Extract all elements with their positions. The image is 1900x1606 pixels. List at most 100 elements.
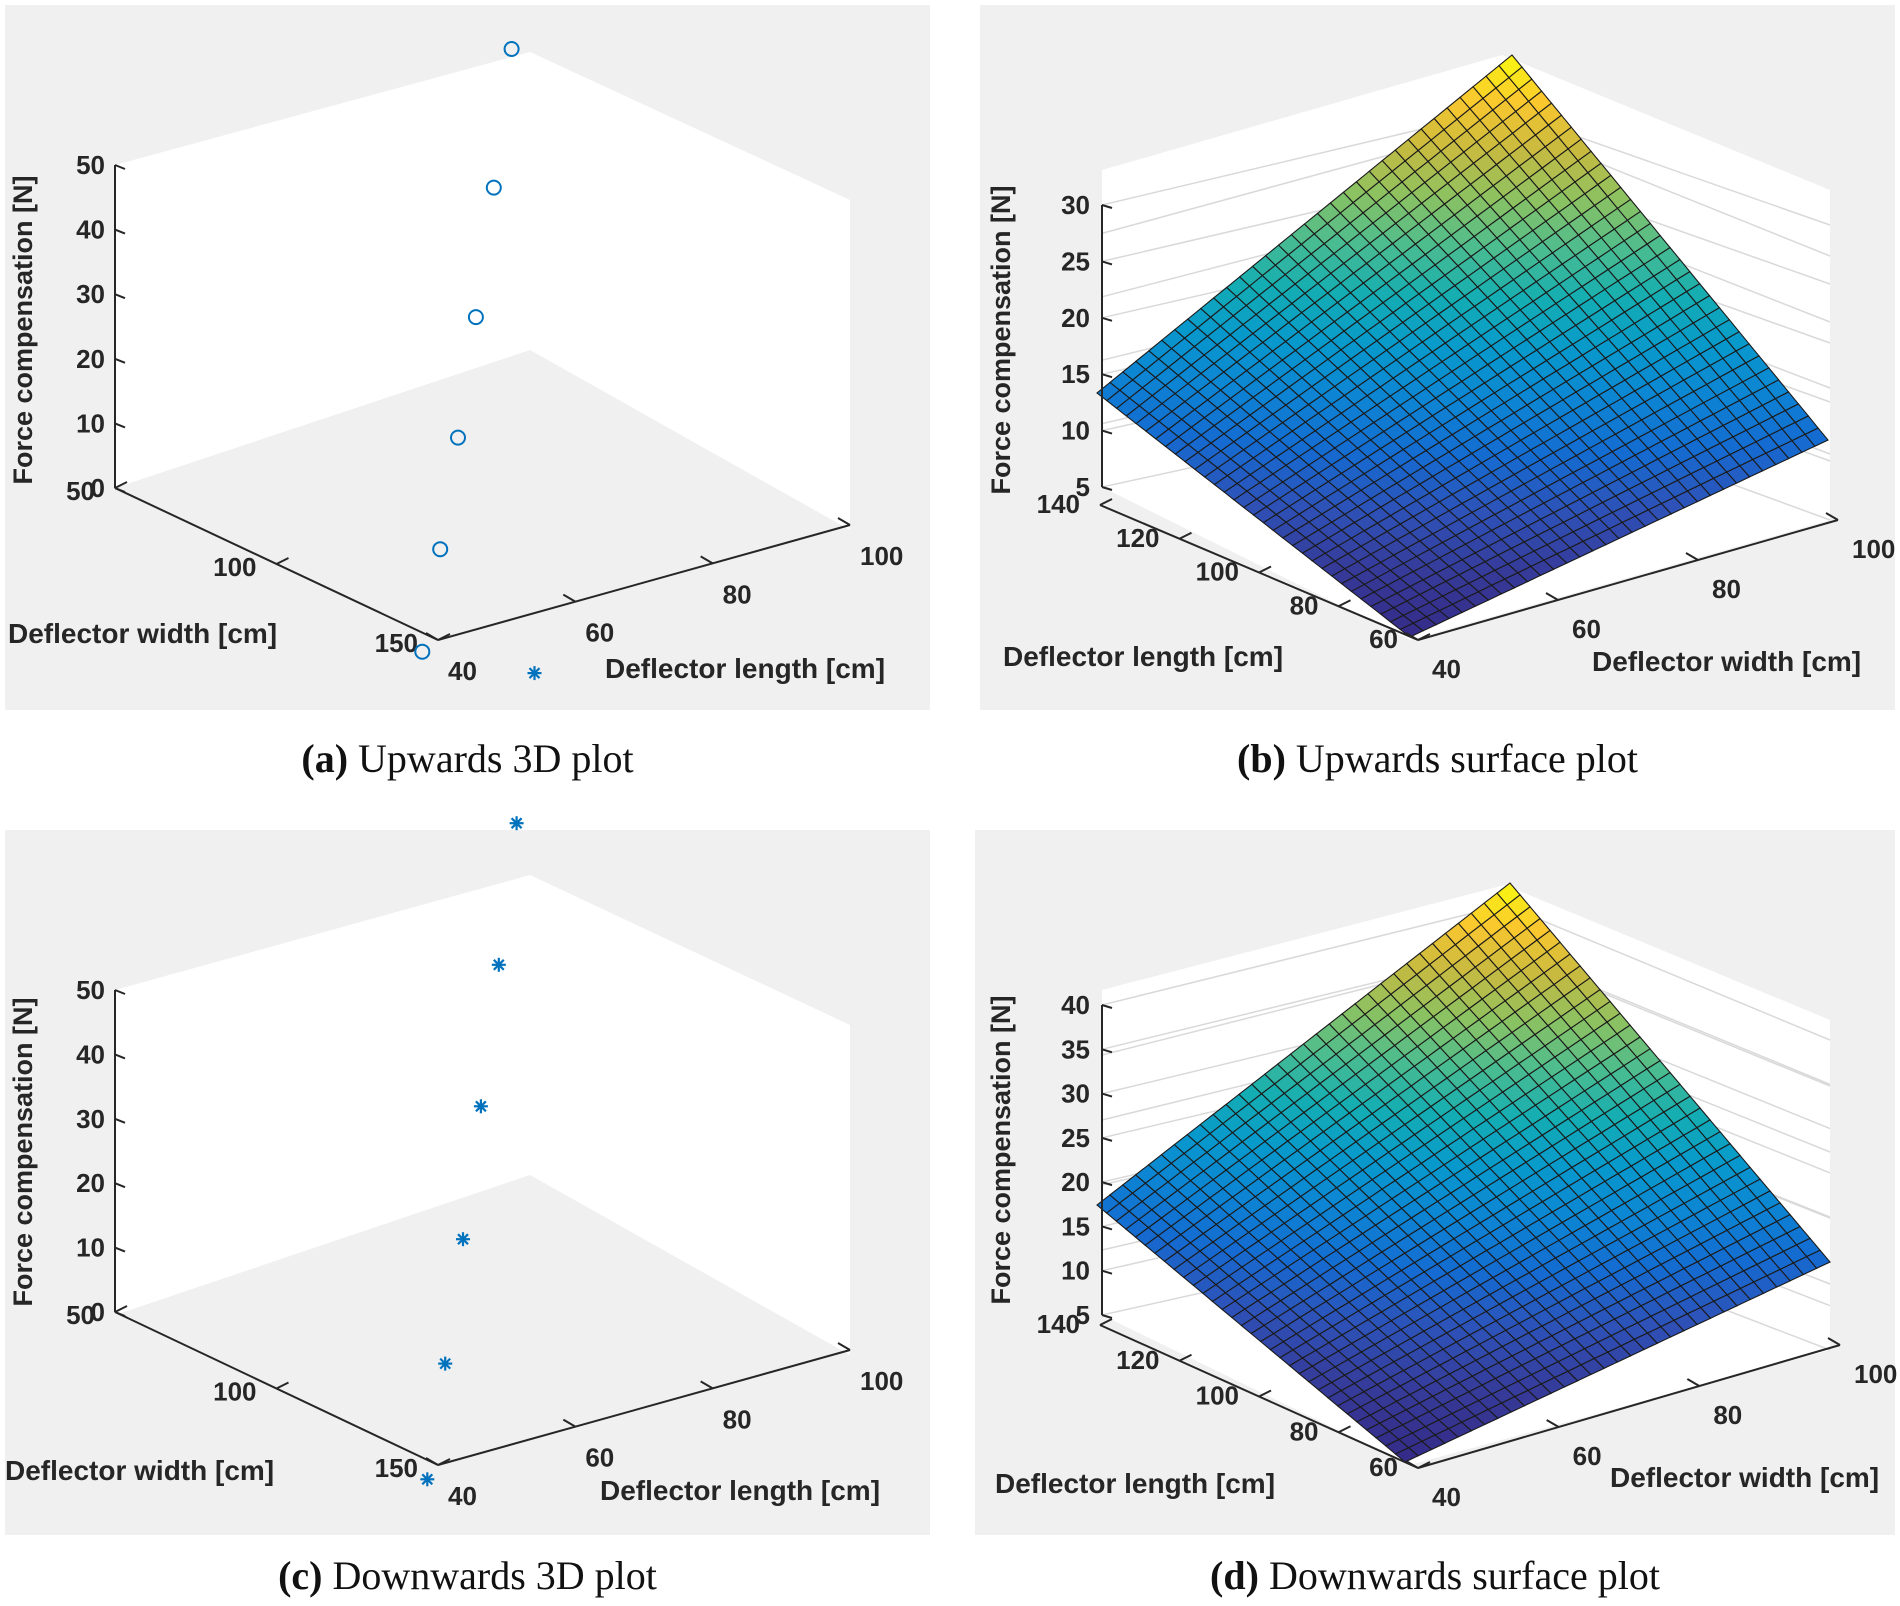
surface-cell: [1498, 54, 1523, 79]
z-tick-mark: [1101, 1225, 1113, 1231]
data-point-circle: [432, 541, 449, 558]
data-point-circle: [414, 643, 431, 660]
caption-c: (c) Downwards 3D plot: [5, 1552, 930, 1599]
width-axis-label: Deflector width [cm]: [8, 618, 277, 649]
width-tick-mark: [1827, 1337, 1841, 1346]
z-tick-label: 20: [1061, 1167, 1090, 1197]
z-tick-mark: [1101, 1004, 1113, 1009]
data-point-circle: [467, 309, 484, 326]
length-tick-label: 60: [585, 618, 614, 648]
width-tick-label: 100: [213, 1377, 256, 1407]
width-tick-label: 40: [1432, 1482, 1461, 1512]
length-tick-mark: [425, 1457, 439, 1466]
z-tick-label: 35: [1061, 1034, 1090, 1064]
width-tick-label: 80: [1712, 574, 1741, 604]
data-point-star: [527, 666, 542, 681]
surface-plot-b: 5 10 15 20 25 30 60 80 100 120 140 40 60 80 100 Force c…: [986, 54, 1895, 684]
width-tick-mark: [114, 481, 128, 489]
z-tick-label: 10: [76, 408, 105, 438]
caption-c-letter: (c): [278, 1553, 323, 1598]
width-tick-label: 50: [66, 476, 95, 506]
length-tick-mark: [700, 1380, 714, 1390]
data-point-circle: [485, 179, 502, 196]
length-tick-label: 120: [1116, 523, 1159, 553]
length-tick-label: 60: [1369, 1452, 1398, 1482]
z-tick-mark: [1101, 316, 1113, 322]
z-tick-mark: [114, 228, 126, 235]
length-tick-label: 100: [1196, 557, 1239, 587]
width-axis-label: Deflector width [cm]: [1592, 646, 1861, 677]
star-stroke: [493, 959, 505, 971]
caption-a: (a) Upwards 3D plot: [5, 735, 930, 782]
data-point-star: [509, 816, 524, 831]
z-tick-label: 5: [1076, 1300, 1090, 1330]
star-stroke: [528, 667, 541, 679]
z-tick-label: 40: [76, 215, 105, 245]
length-axis-label: Deflector length [cm]: [995, 1468, 1275, 1499]
z-tick-mark: [114, 1311, 126, 1317]
length-tick-mark: [1099, 498, 1113, 506]
width-tick-label: 80: [1713, 1400, 1742, 1430]
scatter-plot-c: 0 10 20 30 40 50 50 100 150 40 60 80 100 Force compen…: [5, 666, 903, 1511]
width-tick-label: 50: [66, 1300, 95, 1330]
length-tick-label: 80: [1290, 590, 1319, 620]
surface-mesh: [1096, 54, 1829, 638]
length-tick-mark: [1258, 565, 1272, 574]
z-tick-label: 20: [76, 344, 105, 374]
length-tick-label: 100: [860, 541, 903, 571]
length-tick-mark: [425, 632, 439, 641]
star-stroke: [510, 817, 523, 829]
width-tick-label: 100: [1852, 534, 1895, 564]
width-tick-mark: [276, 1381, 289, 1390]
caption-b: (b) Upwards surface plot: [980, 735, 1895, 782]
z-tick-mark: [114, 989, 126, 995]
width-tick-mark: [1405, 632, 1419, 641]
z-tick-mark: [114, 1182, 126, 1189]
width-tick-label: 60: [1572, 614, 1601, 644]
length-axis-label: Deflector length [cm]: [605, 653, 885, 684]
length-tick-label: 40: [448, 656, 477, 686]
length-axis-label: Deflector length [cm]: [1003, 641, 1283, 672]
z-tick-mark: [1101, 429, 1113, 435]
z-axis-label: Force compensation [N]: [986, 995, 1016, 1304]
length-tick-label: 60: [585, 1443, 614, 1473]
length-tick-label: 80: [1290, 1416, 1319, 1446]
z-tick-label: 15: [1061, 1211, 1090, 1241]
length-tick-label: 60: [1369, 624, 1398, 654]
length-tick-label: 120: [1116, 1345, 1159, 1375]
scatter-plot-a: 0 10 20 30 40 50 50 100 150 40 60 80 100 Force compen…: [8, 41, 903, 686]
width-tick-label: 60: [1573, 1441, 1602, 1471]
z-tick-mark: [1101, 260, 1113, 266]
z-tick-mark: [1101, 1092, 1113, 1098]
caption-c-text: Downwards 3D plot: [332, 1553, 657, 1598]
data-point-star: [420, 1472, 435, 1487]
z-tick-mark: [114, 357, 126, 364]
length-tick-label: 80: [723, 1404, 752, 1434]
width-tick-mark: [1405, 1460, 1419, 1469]
z-tick-label: 30: [76, 1104, 105, 1134]
width-axis-label: Deflector width [cm]: [1610, 1462, 1879, 1493]
caption-d-text: Downwards surface plot: [1268, 1553, 1660, 1598]
back-wall-left: [115, 875, 530, 1315]
z-tick-label: 50: [76, 975, 105, 1005]
length-tick-label: 100: [1196, 1381, 1239, 1411]
data-point-star: [473, 1099, 488, 1114]
length-tick-label: 100: [860, 1366, 903, 1396]
star-stroke: [421, 1473, 434, 1486]
surface-plot-d: 5 10 15 20 25 30 35 40 60 80 100 120 140 40 60 80 100 For…: [986, 882, 1897, 1512]
back-wall-right: [530, 875, 850, 1355]
star-stroke: [457, 1233, 469, 1245]
caption-d: (d) Downwards surface plot: [975, 1552, 1895, 1599]
length-tick-label: 80: [723, 579, 752, 609]
z-tick-label: 25: [1061, 246, 1090, 276]
length-tick-mark: [837, 517, 851, 526]
width-axis-line: [1417, 519, 1839, 641]
z-tick-label: 10: [76, 1233, 105, 1263]
length-tick-mark: [837, 1342, 851, 1351]
z-tick-label: 10: [1061, 416, 1090, 446]
data-point-circle: [450, 429, 466, 446]
length-tick-mark: [1258, 1389, 1272, 1398]
width-tick-mark: [437, 633, 451, 641]
z-tick-mark: [1101, 1048, 1113, 1054]
